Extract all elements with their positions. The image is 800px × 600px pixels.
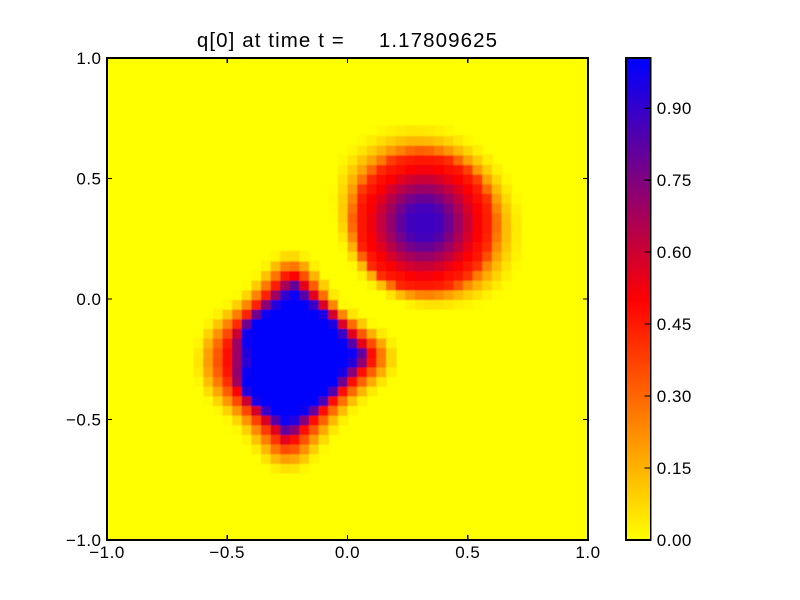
svg-text:0.45: 0.45 [657,315,692,334]
svg-text:0.75: 0.75 [657,171,692,190]
svg-text:0.60: 0.60 [657,243,692,262]
svg-text:−1.0: −1.0 [89,543,125,562]
svg-text:1.0: 1.0 [575,543,600,562]
svg-text:0.5: 0.5 [455,543,480,562]
svg-text:−1.0: −1.0 [66,531,102,550]
svg-text:1.0: 1.0 [76,49,101,68]
svg-text:−0.5: −0.5 [209,543,245,562]
svg-text:q[0] at time t = 1.1780962: q[0] at time t = 1.17809625 [197,29,498,52]
svg-text:−0.5: −0.5 [66,411,102,430]
svg-text:0.5: 0.5 [76,170,101,189]
svg-text:0.0: 0.0 [335,543,360,562]
svg-text:0.90: 0.90 [657,99,692,118]
svg-text:0.0: 0.0 [76,290,101,309]
svg-text:0.30: 0.30 [657,387,692,406]
svg-text:0.00: 0.00 [657,531,692,550]
svg-text:0.15: 0.15 [657,459,692,478]
